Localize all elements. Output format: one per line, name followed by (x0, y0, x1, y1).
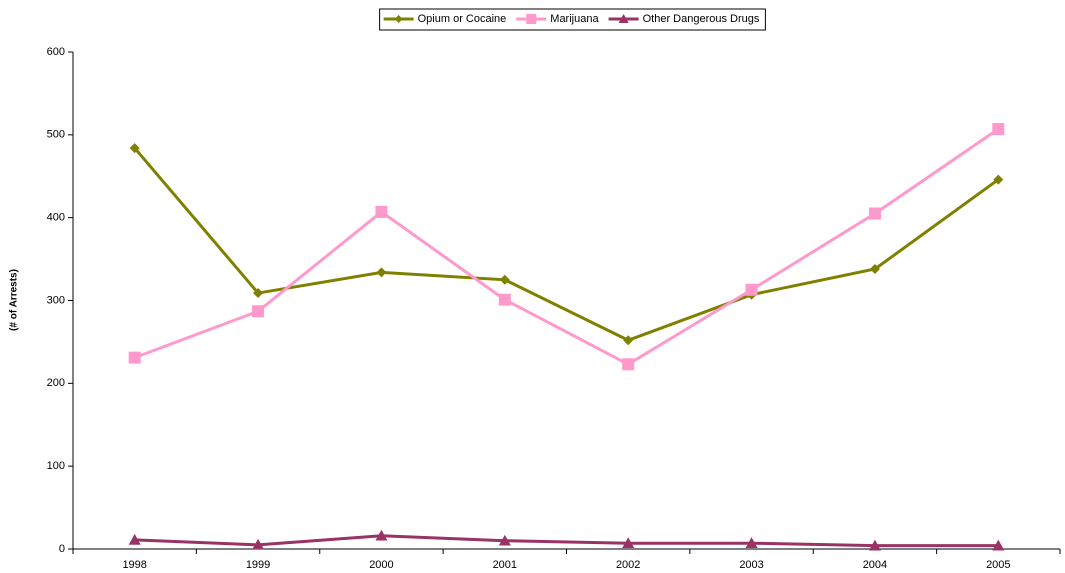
marker (526, 14, 537, 24)
marker (623, 335, 634, 346)
marker (128, 533, 141, 545)
marker (128, 351, 141, 364)
y-axis-label: (# of Arrests) (9, 269, 20, 331)
marker (992, 123, 1005, 136)
x-tick-label: 2005 (986, 559, 1010, 571)
x-tick-label: 1998 (122, 559, 146, 571)
marker (869, 264, 880, 275)
marker (499, 274, 510, 285)
marker (993, 174, 1004, 185)
marker (253, 288, 264, 299)
marker (376, 267, 387, 278)
marker (618, 14, 629, 23)
marker (252, 305, 265, 318)
legend-item: Other Dangerous Drugs (608, 13, 760, 25)
marker (129, 143, 140, 154)
legend: Opium or Cocaine Marijuana Other Dangerous… (379, 8, 766, 31)
legend-label: Other Dangerous Drugs (643, 13, 760, 25)
marker (394, 15, 403, 23)
y-tick-label: 400 (47, 212, 65, 224)
marker (992, 539, 1005, 551)
series-line (134, 534, 999, 548)
legend-item: Marijuana (516, 13, 599, 25)
x-tick-label: 2003 (739, 559, 763, 571)
y-tick-label: 600 (47, 46, 65, 58)
y-tick-label: 0 (59, 543, 65, 555)
marker (252, 538, 265, 550)
x-tick-label: 2000 (369, 559, 393, 571)
marker (498, 534, 511, 546)
y-tick-label: 100 (47, 460, 65, 472)
legend-item: Opium or Cocaine (383, 13, 507, 25)
y-tick-label: 500 (47, 129, 65, 141)
y-tick-label: 200 (47, 377, 65, 389)
marker (868, 207, 881, 220)
marker (745, 283, 758, 296)
marker (375, 205, 388, 218)
x-tick-label: 2002 (616, 559, 640, 571)
marker (745, 537, 758, 549)
series-line (134, 127, 1000, 367)
legend-label: Marijuana (550, 13, 599, 25)
y-tick-label: 300 (47, 294, 65, 306)
series-line (133, 147, 1000, 342)
marker (375, 529, 388, 541)
legend-box (379, 8, 766, 31)
legend-label: Opium or Cocaine (418, 13, 507, 25)
marker (622, 358, 635, 371)
marker (622, 537, 635, 549)
x-tick-label: 2001 (493, 559, 517, 571)
x-tick-label: 1999 (246, 559, 270, 571)
x-tick-label: 2004 (863, 559, 887, 571)
marker (868, 539, 881, 551)
marker (498, 293, 511, 306)
